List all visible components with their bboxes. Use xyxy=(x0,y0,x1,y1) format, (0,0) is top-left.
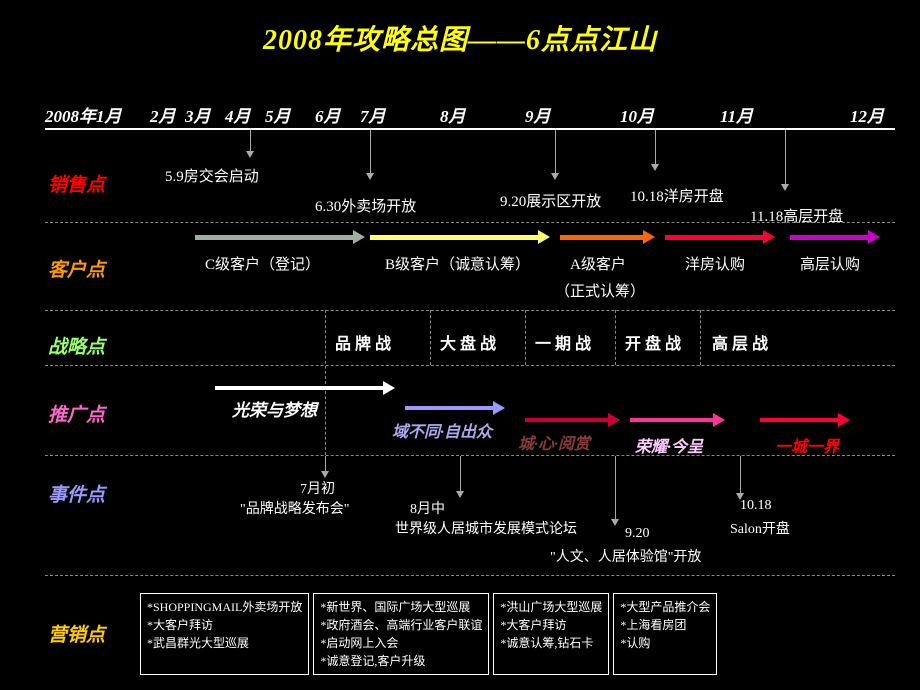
marketing-boxes: *SHOPPINGMAIL外卖场开放 *大客户拜访 *武昌群光大型巡展 *新世界… xyxy=(140,593,717,675)
m-b2-l4: *诚意登记,客户升级 xyxy=(320,652,482,670)
month-nov: 11月 xyxy=(720,102,753,127)
event-v1 xyxy=(325,456,326,472)
event-2a: 8月中 xyxy=(410,498,445,518)
promo-t5: 一城一界 xyxy=(775,433,839,457)
arrow-promo-3 xyxy=(525,418,610,422)
strat-vline-2 xyxy=(430,310,431,365)
arrow-cust-3 xyxy=(560,235,645,240)
row-event-label: 事件点 xyxy=(48,480,105,507)
event-v3 xyxy=(615,456,616,520)
cust-p4: 洋房认购 xyxy=(685,253,745,274)
event-4b: Salon开盘 xyxy=(730,518,790,538)
arrow-promo-4 xyxy=(630,418,715,422)
m-b4-l2: *上海看房团 xyxy=(620,616,710,634)
dash-2 xyxy=(45,310,895,311)
month-jan: 2008年1月 xyxy=(45,102,122,127)
dash-5 xyxy=(45,575,895,576)
marketing-box-3: *洪山广场大型巡展 *大客户拜访 *诚意认筹,钻石卡 xyxy=(493,593,609,675)
marketing-box-2: *新世界、国际广场大型巡展 *政府酒会、高端行业客户联谊 *启动网上入会 *诚意… xyxy=(313,593,489,675)
row-customer-label: 客户点 xyxy=(48,255,105,282)
row-strategy-label: 战略点 xyxy=(48,332,105,359)
m-b1-l3: *武昌群光大型巡展 xyxy=(147,634,302,652)
arrow-cust-1 xyxy=(195,235,355,240)
cust-p5: 高层认购 xyxy=(800,253,860,274)
strat-s1: 品 牌 战 xyxy=(335,330,391,354)
marketing-box-1: *SHOPPINGMAIL外卖场开放 *大客户拜访 *武昌群光大型巡展 xyxy=(140,593,309,675)
strat-s5: 高 层 战 xyxy=(712,330,768,354)
dash-4 xyxy=(45,455,895,456)
m-b3-l3: *诚意认筹,钻石卡 xyxy=(500,634,602,652)
sales-e5: 11.18高层开盘 xyxy=(750,205,843,226)
event-2b: 世界级人居城市发展模式论坛 xyxy=(395,518,577,538)
cust-p3b: （正式认筹） xyxy=(555,280,645,301)
m-b4-l3: *认购 xyxy=(620,634,710,652)
m-b3-l2: *大客户拜访 xyxy=(500,616,602,634)
promo-t2: 域不同·自出众 xyxy=(392,418,492,442)
cust-p3a: A级客户 xyxy=(570,253,626,274)
month-feb: 2月 xyxy=(150,102,176,127)
month-jul: 7月 xyxy=(360,102,386,127)
event-4a: 10.18 xyxy=(740,498,772,514)
strat-s4: 开 盘 战 xyxy=(625,330,681,354)
arrow-cust-2 xyxy=(370,235,540,240)
tick-sep xyxy=(555,130,556,174)
event-1a: 7月初 xyxy=(300,478,335,498)
month-dec: 12月 xyxy=(850,102,884,127)
arrow-cust-5 xyxy=(790,235,870,240)
arrow-promo-1 xyxy=(215,386,385,390)
month-aug: 8月 xyxy=(440,102,466,127)
m-b1-l1: *SHOPPINGMAIL外卖场开放 xyxy=(147,598,302,616)
m-b2-l2: *政府酒会、高端行业客户联谊 xyxy=(320,616,482,634)
month-may: 5月 xyxy=(265,102,291,127)
event-v4 xyxy=(740,456,741,494)
sales-e4: 10.18洋房开盘 xyxy=(630,185,724,206)
tick-may xyxy=(250,130,251,152)
month-sep: 9月 xyxy=(525,102,551,127)
dash-3 xyxy=(45,365,895,366)
arrow-promo-5 xyxy=(760,418,840,422)
arrow-promo-2 xyxy=(405,406,495,410)
m-b3-l1: *洪山广场大型巡展 xyxy=(500,598,602,616)
sales-e2: 6.30外卖场开放 xyxy=(315,195,416,216)
month-apr: 4月 xyxy=(225,102,251,127)
tick-nov xyxy=(785,130,786,185)
cust-p1: C级客户（登记） xyxy=(205,253,320,274)
page-title: 2008年攻略总图——6点点江山 xyxy=(0,0,920,58)
event-3a: 9.20 xyxy=(625,526,650,542)
row-sales-label: 销售点 xyxy=(48,170,105,197)
tick-oct xyxy=(655,130,656,165)
event-1b: "品牌战略发布会" xyxy=(240,498,349,518)
tick-jul xyxy=(370,130,371,174)
promo-t4: 荣耀·今呈 xyxy=(635,433,703,457)
m-b4-l1: *大型产品推介会 xyxy=(620,598,710,616)
cust-p2: B级客户（诚意认筹） xyxy=(385,253,530,274)
event-v2 xyxy=(460,456,461,492)
strat-s2: 大 盘 战 xyxy=(440,330,496,354)
m-b2-l1: *新世界、国际广场大型巡展 xyxy=(320,598,482,616)
m-b2-l3: *启动网上入会 xyxy=(320,634,482,652)
strat-vline-5 xyxy=(700,310,701,365)
strat-vline-3 xyxy=(525,310,526,365)
sales-e3: 9.20展示区开放 xyxy=(500,190,601,211)
strat-vline-4 xyxy=(615,310,616,365)
m-b1-l2: *大客户拜访 xyxy=(147,616,302,634)
promo-t1: 光荣与梦想 xyxy=(232,396,317,421)
strat-s3: 一 期 战 xyxy=(535,330,591,354)
month-mar: 3月 xyxy=(185,102,211,127)
marketing-box-4: *大型产品推介会 *上海看房团 *认购 xyxy=(613,593,717,675)
sales-e1: 5.9房交会启动 xyxy=(165,165,259,186)
row-marketing-label: 营销点 xyxy=(48,620,105,647)
event-3b: "人文、人居体验馆"开放 xyxy=(550,546,701,566)
row-promo-label: 推广点 xyxy=(48,400,105,427)
month-jun: 6月 xyxy=(315,102,341,127)
promo-t3: 城·心·阅赏 xyxy=(518,430,590,454)
strat-vline-1 xyxy=(325,310,326,455)
month-oct: 10月 xyxy=(620,102,654,127)
arrow-cust-4 xyxy=(665,235,765,240)
